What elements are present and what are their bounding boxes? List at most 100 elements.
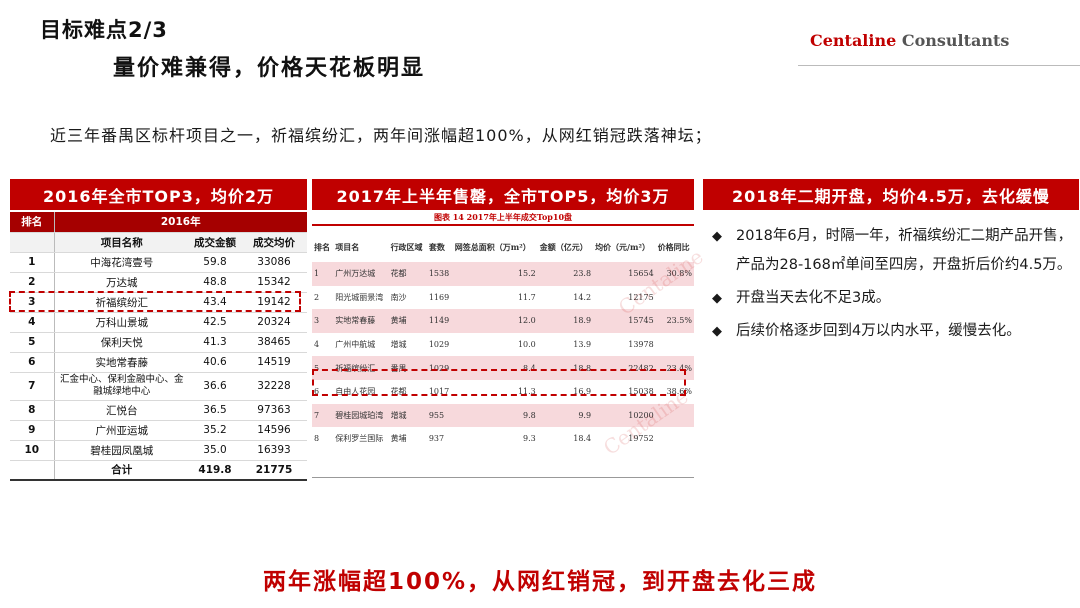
sets-header: 套数 (426, 232, 453, 262)
name-cell: 碧桂园城珀湾 (333, 403, 389, 428)
amount-cell: 59.8 (189, 252, 241, 273)
sets-cell: 1029 (428, 340, 450, 350)
name-cell: 保利天悦 (54, 332, 189, 353)
brand-divider (798, 65, 1080, 66)
top10-table: 排名 项目名 行政区域 套数 网签总面积（万m²） 金额（亿元） 均价（元/m²… (312, 232, 694, 451)
rank-cell: 9 (10, 420, 55, 441)
diamond-bullet-icon: ◆ (712, 291, 722, 306)
amount-cell: 42.5 (189, 312, 241, 333)
yoy-cell (655, 403, 694, 428)
area-cell: 9.8 (452, 403, 538, 428)
table-row: 7 汇金中心、保利金融中心、金融城绿地中心 36.6 32228 (10, 372, 307, 401)
brand-name-red: Centaline (810, 31, 897, 50)
year-header: 2016年 (54, 212, 307, 233)
amount-cell: 18.8 (537, 356, 594, 380)
rank-cell: 7 (10, 372, 55, 401)
bullet-text: 2018年6月，时隔一年，祈福缤纷汇二期产品开售，产品为28-168㎡单间至四房… (736, 228, 1073, 273)
sets-cell: 1169 (428, 292, 450, 302)
price-cell: 16393 (241, 440, 307, 461)
table-row: 8 保利罗兰国际 黄埔 937 9.3 18.4 19752 (312, 427, 694, 451)
ranking-table-2017: 图表 14 2017年上半年成交Top10盘 排名 项目名 行政区域 套数 网签… (312, 210, 708, 478)
district-cell: 黄埔 (388, 309, 427, 333)
area-cell: 11.3 (517, 387, 536, 397)
intro-text: 近三年番禺区标杆项目之一，祈福缤纷汇，两年间涨幅超100%，从网红销冠跌落神坛； (50, 126, 712, 145)
district-cell: 番禺 (388, 356, 427, 380)
name-cell: 碧桂园凤凰城 (54, 440, 189, 461)
price-cell: 15745 (593, 309, 656, 333)
price-header: 均价（元/m²） (593, 232, 656, 262)
sets-cell: 1149 (426, 309, 453, 333)
yoy-cell: 23.5% (655, 309, 694, 333)
diamond-bullet-icon: ◆ (712, 324, 722, 339)
area-cell: 10.0 (517, 340, 536, 350)
area-cell: 8.4 (452, 356, 538, 380)
area-cell: 9.3 (523, 434, 536, 444)
price-cell: 22482 (593, 356, 656, 380)
table-row: 1 中海花湾壹号 59.8 33086 (10, 252, 307, 273)
district-cell: 花都 (388, 262, 427, 286)
name-cell: 万达城 (54, 272, 189, 293)
rank-cell: 3 (312, 309, 334, 333)
table-row: 6 自由人花园 花都 1017 11.3 16.9 15038 38.6% (312, 380, 694, 404)
table-row: 10 碧桂园凤凰城 35.0 16393 (10, 440, 307, 461)
yoy-cell: 30.8% (655, 262, 694, 286)
amount-cell: 13.9 (573, 340, 592, 350)
table-caption: 图表 14 2017年上半年成交Top10盘 (433, 212, 573, 222)
rank-cell: 5 (312, 356, 334, 380)
name-cell: 祈福缤纷汇 (54, 292, 189, 313)
brand-name-gray: Consultants (901, 31, 1010, 50)
yoy-cell: 38.6% (666, 387, 692, 397)
brand-logo: Centaline Consultants (810, 31, 1009, 50)
rank-cell: 4 (10, 312, 55, 333)
price-cell: 10200 (593, 403, 656, 428)
caption-divider (312, 224, 694, 226)
table-header-row: 排名 2016年 (10, 212, 307, 233)
price-cell: 15654 (593, 262, 656, 286)
table-row: 4 广州中航城 增城 1029 10.0 13.9 13978 (312, 333, 694, 357)
district-cell: 黄埔 (390, 434, 407, 444)
rank-cell: 8 (10, 400, 55, 421)
bullet-text: 开盘当天去化不足3成。 (736, 290, 891, 306)
total-amount: 419.8 (189, 460, 241, 481)
price-cell: 13978 (628, 340, 654, 350)
table-total-row: 合计 419.8 21775 (10, 460, 307, 481)
name-cell: 中海花湾壹号 (54, 252, 189, 273)
price-cell: 97363 (241, 400, 307, 421)
rank-cell: 10 (10, 440, 55, 461)
price-cell: 15038 (628, 387, 654, 397)
amount-header: 金额（亿元） (537, 232, 594, 262)
sets-cell: 1538 (426, 262, 453, 286)
sets-cell: 955 (426, 403, 453, 428)
area-cell: 15.2 (452, 262, 538, 286)
name-header: 项目名 (333, 232, 389, 262)
price-cell: 32228 (241, 372, 307, 401)
name-cell: 万科山景城 (54, 312, 189, 333)
ranking-table-2016: 排名 2016年 项目名称 成交金额 成交均价 1 中海花湾壹号 59.8 33086… (10, 212, 307, 481)
table-row: 2 阳光城丽景湾 南沙 1169 11.7 14.2 12175 (312, 286, 694, 310)
table-row: 4 万科山景城 42.5 20324 (10, 312, 307, 333)
price-cell: 20324 (241, 312, 307, 333)
highlight-box-2016 (9, 291, 301, 312)
table-row: 8 汇悦台 36.5 97363 (10, 400, 307, 421)
sets-cell: 1029 (426, 356, 453, 380)
bullet-item: ◆ 后续价格逐步回到4万以内水平，缓慢去化。 (712, 317, 1076, 346)
district-header: 行政区域 (388, 232, 427, 262)
district-cell: 花都 (390, 387, 407, 397)
diamond-bullet-icon: ◆ (712, 229, 722, 244)
amount-cell: 40.6 (189, 352, 241, 373)
rank-cell: 8 (314, 434, 320, 444)
table-header-row: 排名 项目名 行政区域 套数 网签总面积（万m²） 金额（亿元） 均价（元/m²… (312, 232, 694, 262)
panel-title-2016: 2016年全市TOP3，均价2万 (10, 179, 307, 210)
amount-cell: 14.2 (573, 292, 592, 302)
price-cell: 12175 (628, 292, 654, 302)
rank-cell: 1 (312, 262, 334, 286)
amount-cell: 18.4 (573, 434, 592, 444)
district-cell: 增城 (388, 403, 427, 428)
name-cell: 实地常春藤 (333, 309, 389, 333)
price-cell: 38465 (241, 332, 307, 353)
price-cell: 14519 (241, 352, 307, 373)
table-row: 3 实地常春藤 黄埔 1149 12.0 18.9 15745 23.5% (312, 309, 694, 333)
name-cell: 保利罗兰国际 (335, 434, 384, 444)
area-header: 网签总面积（万m²） (452, 232, 538, 262)
price-cell: 15342 (241, 272, 307, 293)
